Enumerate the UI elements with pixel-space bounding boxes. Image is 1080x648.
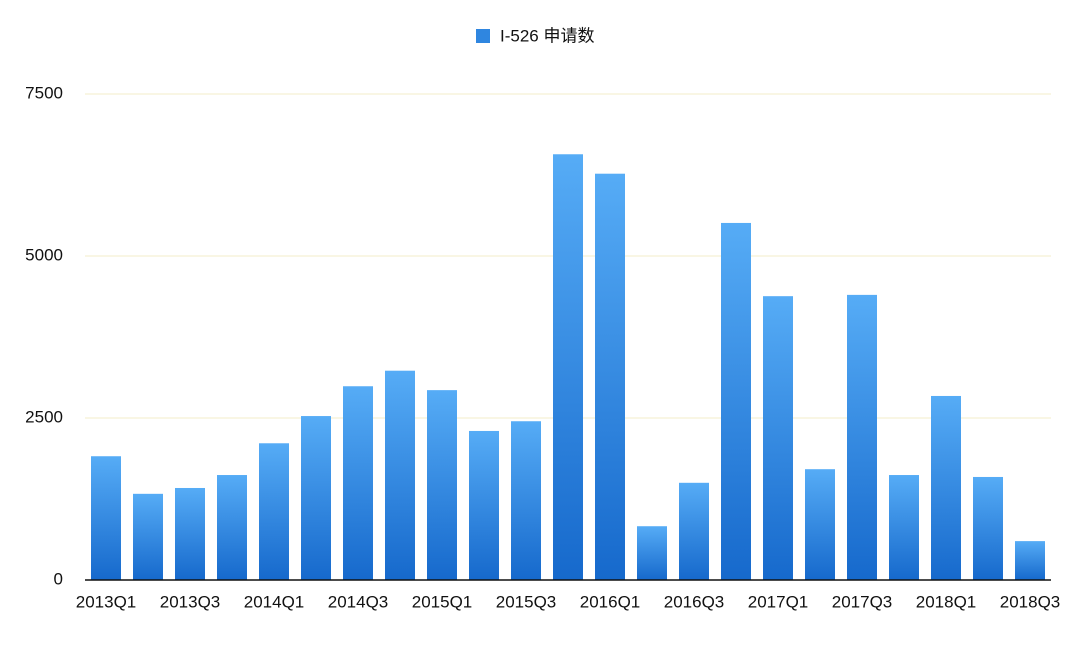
bar <box>427 390 457 580</box>
bar <box>217 475 247 580</box>
bar <box>385 370 415 580</box>
bar <box>847 294 877 580</box>
legend: I-526 申请数 <box>476 26 594 45</box>
bar <box>637 526 667 580</box>
x-tick-label: 2018Q3 <box>1000 592 1061 611</box>
x-tick-label: 2015Q1 <box>412 592 473 611</box>
bar <box>1015 541 1045 580</box>
x-tick-label: 2013Q3 <box>160 592 221 611</box>
bar <box>91 456 121 580</box>
bar <box>763 296 793 580</box>
bar <box>679 482 709 580</box>
bar <box>721 222 751 580</box>
bar <box>973 476 1003 580</box>
x-tick-label: 2017Q3 <box>832 592 893 611</box>
bar <box>931 395 961 580</box>
bar <box>343 386 373 580</box>
legend-swatch <box>476 29 490 43</box>
bar <box>469 430 499 580</box>
y-tick-label: 7500 <box>25 83 63 102</box>
bar <box>301 416 331 580</box>
y-tick-label: 0 <box>54 569 63 588</box>
x-tick-label: 2018Q1 <box>916 592 977 611</box>
y-tick-label: 2500 <box>25 407 63 426</box>
bar <box>259 443 289 580</box>
bar <box>553 154 583 580</box>
x-tick-label: 2013Q1 <box>76 592 137 611</box>
bar <box>595 173 625 581</box>
bar <box>889 475 919 580</box>
bar <box>511 421 541 580</box>
x-tick-label: 2017Q1 <box>748 592 809 611</box>
x-tick-label: 2016Q3 <box>664 592 725 611</box>
x-tick-label: 2016Q1 <box>580 592 641 611</box>
x-tick-label: 2014Q3 <box>328 592 389 611</box>
x-tick-label: 2014Q1 <box>244 592 305 611</box>
y-tick-label: 5000 <box>25 245 63 264</box>
bar <box>805 469 835 580</box>
bar <box>175 487 205 580</box>
bar <box>133 493 163 580</box>
legend-label: I-526 申请数 <box>500 26 594 45</box>
x-tick-label: 2015Q3 <box>496 592 557 611</box>
